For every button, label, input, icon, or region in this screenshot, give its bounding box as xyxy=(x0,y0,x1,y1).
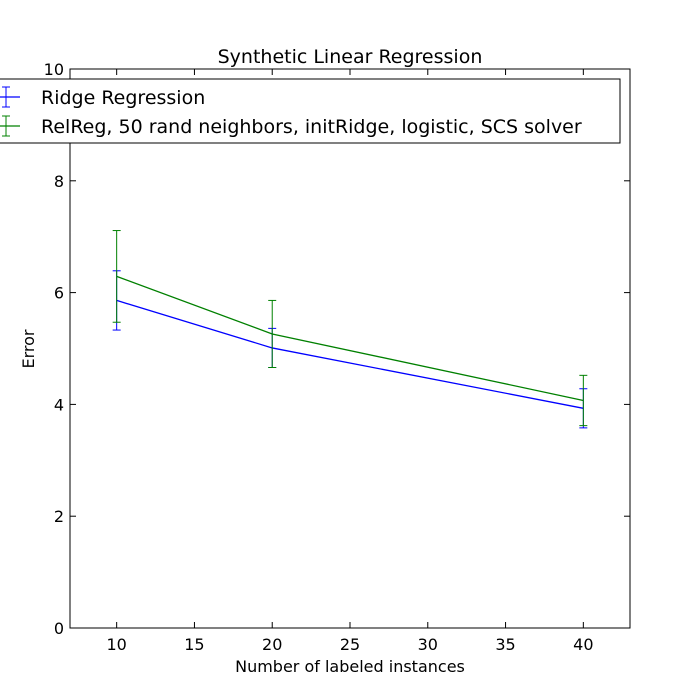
legend-entry: RelReg, 50 rand neighbors, initRidge, lo… xyxy=(0,115,582,138)
legend-entry: Ridge Regression xyxy=(0,86,205,109)
series-2 xyxy=(112,230,588,427)
y-tick-label: 0 xyxy=(54,619,64,638)
y-tick-label: 8 xyxy=(54,172,64,191)
series-line xyxy=(116,299,584,409)
chart-title: Synthetic Linear Regression xyxy=(218,46,483,68)
series-line xyxy=(116,275,584,402)
x-tick-label: 35 xyxy=(495,635,515,654)
x-tick-label: 30 xyxy=(418,635,438,654)
x-tick-label: 10 xyxy=(106,635,126,654)
y-axis-label: Error xyxy=(19,329,38,368)
plot-area-frame xyxy=(69,68,631,629)
x-axis-label: Number of labeled instances xyxy=(235,657,465,676)
legend-box xyxy=(0,78,621,144)
y-tick-label: 4 xyxy=(54,395,64,414)
y-tick-label: 10 xyxy=(44,60,64,79)
x-tick-label: 20 xyxy=(262,635,282,654)
y-tick-label: 2 xyxy=(54,507,64,526)
x-tick-label: 25 xyxy=(340,635,360,654)
legend: Ridge Regression RelReg, 50 rand neighbor… xyxy=(0,78,621,144)
legend-label: Ridge Regression xyxy=(41,87,205,109)
series-1 xyxy=(112,270,588,429)
y-tick-label: 6 xyxy=(54,284,64,303)
legend-label: RelReg, 50 rand neighbors, initRidge, lo… xyxy=(41,116,582,138)
x-tick-label: 40 xyxy=(573,635,593,654)
x-tick-label: 15 xyxy=(184,635,204,654)
